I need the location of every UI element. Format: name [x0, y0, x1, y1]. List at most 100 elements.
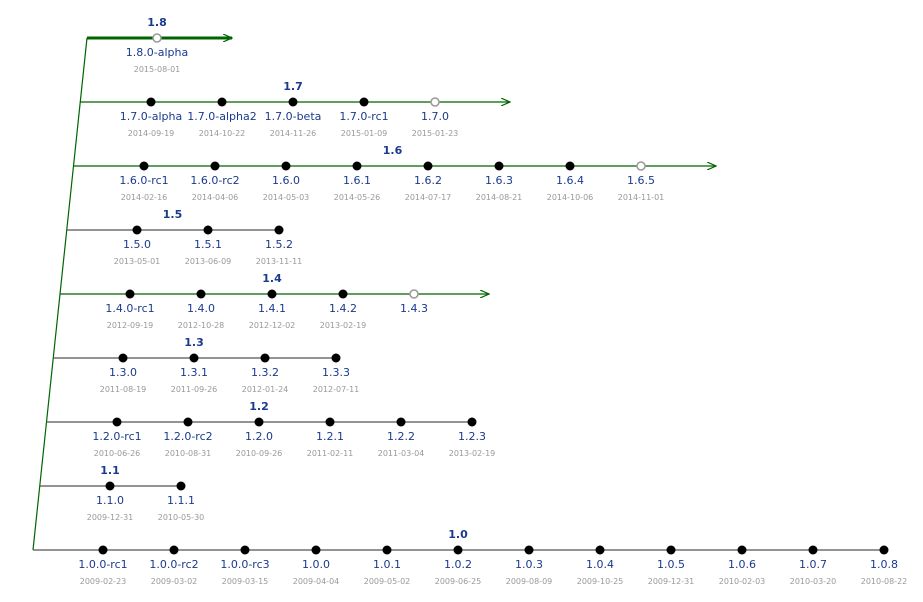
release-dot-1-5-2[interactable] — [274, 225, 284, 235]
version-label-1-1-0[interactable]: 1.1.0 — [96, 494, 124, 507]
release-dot-1-7-0-rc1[interactable] — [359, 97, 369, 107]
release-dot-1-2-0-rc2[interactable] — [183, 417, 193, 427]
version-label-1-0-8[interactable]: 1.0.8 — [870, 558, 898, 571]
version-label-1-3-1[interactable]: 1.3.1 — [180, 366, 208, 379]
version-label-1-6-0-rc1[interactable]: 1.6.0-rc1 — [119, 174, 168, 187]
version-label-1-5-0[interactable]: 1.5.0 — [123, 238, 151, 251]
version-label-1-6-0[interactable]: 1.6.0 — [272, 174, 300, 187]
release-date-1-3-3: 2012-07-11 — [313, 385, 360, 394]
version-label-1-0-6[interactable]: 1.0.6 — [728, 558, 756, 571]
release-dot-1-3-2[interactable] — [260, 353, 270, 363]
version-label-1-7-0-beta[interactable]: 1.7.0-beta — [265, 110, 322, 123]
version-label-1-7-0-alpha2[interactable]: 1.7.0-alpha2 — [187, 110, 256, 123]
release-dot-1-4-1[interactable] — [267, 289, 277, 299]
version-label-1-0-1[interactable]: 1.0.1 — [373, 558, 401, 571]
release-dot-1-2-0[interactable] — [254, 417, 264, 427]
version-label-1-0-0[interactable]: 1.0.0 — [302, 558, 330, 571]
version-label-1-6-4[interactable]: 1.6.4 — [556, 174, 584, 187]
version-label-1-0-7[interactable]: 1.0.7 — [799, 558, 827, 571]
release-dot-1-0-4[interactable] — [595, 545, 605, 555]
release-dot-1-2-2[interactable] — [396, 417, 406, 427]
version-label-1-2-2[interactable]: 1.2.2 — [387, 430, 415, 443]
release-dot-1-1-0[interactable] — [105, 481, 115, 491]
version-label-1-8-0-alpha[interactable]: 1.8.0-alpha — [126, 46, 188, 59]
version-label-1-6-5[interactable]: 1.6.5 — [627, 174, 655, 187]
version-label-1-6-0-rc2[interactable]: 1.6.0-rc2 — [190, 174, 239, 187]
release-dot-1-3-0[interactable] — [118, 353, 128, 363]
version-label-1-1-1[interactable]: 1.1.1 — [167, 494, 195, 507]
version-label-1-0-0-rc3[interactable]: 1.0.0-rc3 — [220, 558, 269, 571]
release-dot-1-4-0[interactable] — [196, 289, 206, 299]
release-dot-1-1-1[interactable] — [176, 481, 186, 491]
release-dot-1-7-0-beta[interactable] — [288, 97, 298, 107]
release-dot-1-6-1[interactable] — [352, 161, 362, 171]
version-label-1-0-5[interactable]: 1.0.5 — [657, 558, 685, 571]
release-date-1-0-0-rc2: 2009-03-02 — [151, 577, 198, 586]
version-label-1-4-0[interactable]: 1.4.0 — [187, 302, 215, 315]
version-label-1-7-0[interactable]: 1.7.0 — [421, 110, 449, 123]
release-date-1-0-7: 2010-03-20 — [790, 577, 837, 586]
version-label-1-0-4[interactable]: 1.0.4 — [586, 558, 614, 571]
version-label-1-3-2[interactable]: 1.3.2 — [251, 366, 279, 379]
version-label-1-0-2[interactable]: 1.0.2 — [444, 558, 472, 571]
release-date-1-7-0-rc1: 2015-01-09 — [341, 129, 388, 138]
release-dot-1-3-3[interactable] — [331, 353, 341, 363]
release-dot-1-6-0[interactable] — [281, 161, 291, 171]
release-dot-1-0-0[interactable] — [311, 545, 321, 555]
release-dot-1-0-0-rc2[interactable] — [169, 545, 179, 555]
release-dot-1-3-1[interactable] — [189, 353, 199, 363]
planned-release-dot-1-7-0[interactable] — [430, 97, 440, 107]
version-label-1-6-1[interactable]: 1.6.1 — [343, 174, 371, 187]
version-label-1-2-1[interactable]: 1.2.1 — [316, 430, 344, 443]
release-dot-1-0-2[interactable] — [453, 545, 463, 555]
release-dot-1-2-3[interactable] — [467, 417, 477, 427]
version-label-1-4-1[interactable]: 1.4.1 — [258, 302, 286, 315]
version-label-1-0-0-rc2[interactable]: 1.0.0-rc2 — [149, 558, 198, 571]
release-dot-1-2-0-rc1[interactable] — [112, 417, 122, 427]
version-label-1-4-3[interactable]: 1.4.3 — [400, 302, 428, 315]
release-dot-1-7-0-alpha[interactable] — [146, 97, 156, 107]
release-dot-1-0-1[interactable] — [382, 545, 392, 555]
version-label-1-2-0-rc1[interactable]: 1.2.0-rc1 — [92, 430, 141, 443]
version-label-1-2-3[interactable]: 1.2.3 — [458, 430, 486, 443]
release-dot-1-0-0-rc3[interactable] — [240, 545, 250, 555]
version-label-1-7-0-alpha[interactable]: 1.7.0-alpha — [120, 110, 182, 123]
release-dot-1-0-5[interactable] — [666, 545, 676, 555]
planned-release-dot-1-4-3[interactable] — [409, 289, 419, 299]
release-dot-1-0-6[interactable] — [737, 545, 747, 555]
branch-label-1-3: 1.3 — [184, 336, 204, 349]
version-label-1-6-2[interactable]: 1.6.2 — [414, 174, 442, 187]
release-dot-1-6-0-rc1[interactable] — [139, 161, 149, 171]
release-dot-1-5-0[interactable] — [132, 225, 142, 235]
version-label-1-4-2[interactable]: 1.4.2 — [329, 302, 357, 315]
release-dot-1-6-0-rc2[interactable] — [210, 161, 220, 171]
version-label-1-7-0-rc1[interactable]: 1.7.0-rc1 — [339, 110, 388, 123]
version-label-1-2-0[interactable]: 1.2.0 — [245, 430, 273, 443]
planned-release-dot-1-6-5[interactable] — [636, 161, 646, 171]
release-dot-1-6-2[interactable] — [423, 161, 433, 171]
version-label-1-0-3[interactable]: 1.0.3 — [515, 558, 543, 571]
branch-label-1-2: 1.2 — [249, 400, 269, 413]
release-dot-1-0-0-rc1[interactable] — [98, 545, 108, 555]
planned-release-dot-1-8-0-alpha[interactable] — [152, 33, 162, 43]
version-label-1-6-3[interactable]: 1.6.3 — [485, 174, 513, 187]
release-date-1-6-2: 2014-07-17 — [405, 193, 452, 202]
release-dot-1-0-8[interactable] — [879, 545, 889, 555]
version-label-1-5-2[interactable]: 1.5.2 — [265, 238, 293, 251]
version-label-1-3-0[interactable]: 1.3.0 — [109, 366, 137, 379]
release-dot-1-6-3[interactable] — [494, 161, 504, 171]
version-label-1-4-0-rc1[interactable]: 1.4.0-rc1 — [105, 302, 154, 315]
version-label-1-3-3[interactable]: 1.3.3 — [322, 366, 350, 379]
release-dot-1-0-7[interactable] — [808, 545, 818, 555]
version-label-1-2-0-rc2[interactable]: 1.2.0-rc2 — [163, 430, 212, 443]
version-label-1-5-1[interactable]: 1.5.1 — [194, 238, 222, 251]
release-dot-1-7-0-alpha2[interactable] — [217, 97, 227, 107]
release-dot-1-2-1[interactable] — [325, 417, 335, 427]
release-dot-1-0-3[interactable] — [524, 545, 534, 555]
release-dot-1-4-0-rc1[interactable] — [125, 289, 135, 299]
release-dot-1-5-1[interactable] — [203, 225, 213, 235]
release-dot-1-6-4[interactable] — [565, 161, 575, 171]
version-label-1-0-0-rc1[interactable]: 1.0.0-rc1 — [78, 558, 127, 571]
release-dot-1-4-2[interactable] — [338, 289, 348, 299]
release-date-1-0-5: 2009-12-31 — [648, 577, 695, 586]
